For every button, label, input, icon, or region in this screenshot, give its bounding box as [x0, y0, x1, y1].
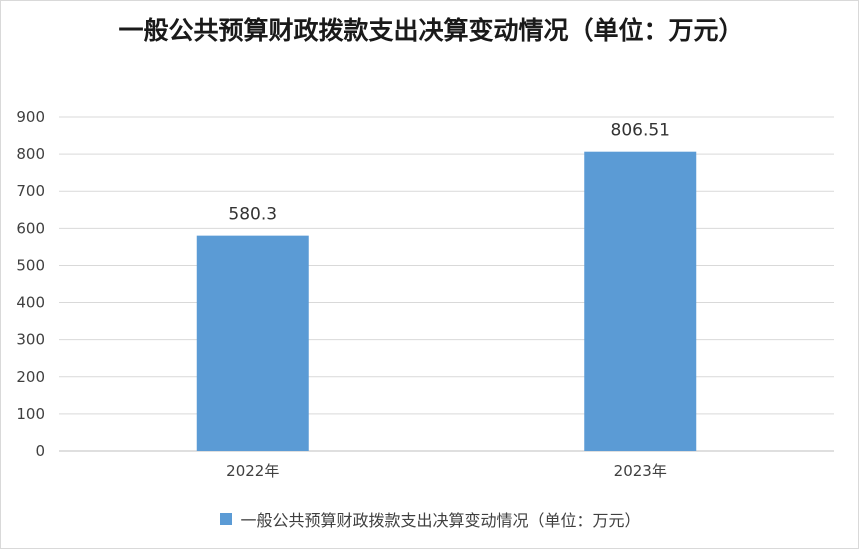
chart-title: 一般公共预算财政拨款支出决算变动情况（单位：万元） [118, 16, 744, 45]
y-tick-label: 700 [16, 182, 45, 200]
y-tick-label: 800 [16, 145, 45, 163]
x-tick-label: 2023年 [614, 462, 667, 480]
data-label: 580.3 [228, 205, 277, 225]
y-tick-label: 200 [16, 368, 45, 386]
data-label: 806.51 [611, 121, 670, 141]
legend: 一般公共预算财政拨款支出决算变动情况（单位：万元） [1, 507, 859, 531]
y-tick-label: 500 [16, 256, 45, 274]
legend-swatch [220, 513, 233, 525]
gridlines [59, 116, 834, 452]
x-axis: 2022年 2023年 [226, 462, 667, 480]
bar [584, 151, 697, 451]
bars: 580.3 806.51 [196, 121, 697, 451]
y-tick-label: 0 [35, 442, 45, 460]
bar [196, 235, 309, 451]
y-tick-label: 400 [16, 294, 45, 312]
y-tick-label: 300 [16, 331, 45, 349]
legend-label: 一般公共预算财政拨款支出决算变动情况（单位：万元） [240, 511, 641, 530]
x-tick-label: 2022年 [226, 462, 279, 480]
y-tick-label: 900 [16, 108, 45, 126]
y-tick-label: 600 [16, 219, 45, 237]
y-tick-label: 100 [16, 405, 45, 423]
y-axis: 0 100 200 300 400 500 600 700 800 900 [16, 108, 45, 460]
